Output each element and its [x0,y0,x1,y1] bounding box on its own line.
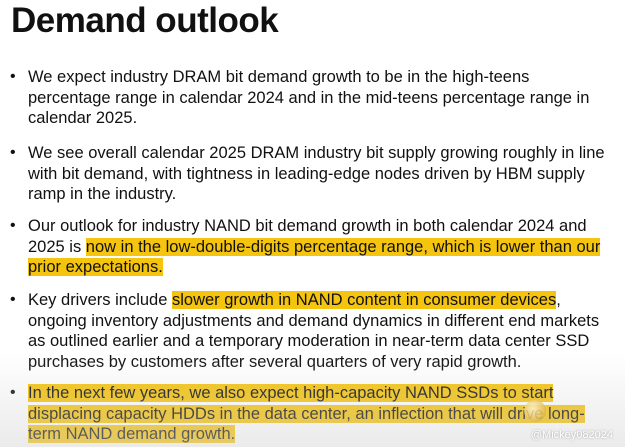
bullet-line: Key drivers include slower growth in NAN… [28,290,623,311]
highlighted-text: slower growth in NAND content in consume… [171,291,557,309]
bullet-item: • We see overall calendar 2025 DRAM indu… [10,143,623,205]
bullet-item: • Our outlook for industry NAND bit dema… [10,216,623,278]
bullet-dot: • [10,384,16,401]
bullet-line: term NAND demand growth. [28,424,623,445]
bullet-item: • We expect industry DRAM bit demand gro… [10,67,623,129]
bullet-text: We see overall calendar 2025 DRAM indust… [28,144,605,162]
bullet-line: In the next few years, we also expect hi… [28,383,623,404]
bullet-text: percentage range in calendar 2024 and in… [28,88,590,107]
bullet-text: Key drivers include [28,291,172,309]
highlighted-text: term NAND demand growth. [28,425,236,443]
bullet-line: 2025 is now in the low-double-digits per… [28,237,623,258]
watermark-text: @Mickey082024 [530,429,613,441]
watermark-logo-icon [524,400,546,422]
bullet-dot: • [10,68,16,85]
bullet-dot: • [10,217,16,234]
highlighted-text: now in the low-double-digits percentage … [85,237,601,256]
bullet-text: as outlined earlier and a temporary mode… [28,332,590,350]
highlighted-text: displacing capacity HDDs in the data cen… [28,404,585,423]
bullet-text: calendar 2025. [28,109,138,127]
bullet-text: 2025 is [28,237,86,256]
bullet-line: purchases by customers after several qua… [28,352,623,373]
highlighted-text: In the next few years, we also expect hi… [28,384,554,402]
bullet-dot: • [10,144,16,161]
bullet-text: We expect industry DRAM bit demand growt… [28,68,530,86]
bullet-line: calendar 2025. [28,108,623,129]
bullet-line: Our outlook for industry NAND bit demand… [28,216,623,237]
bullet-text: with bit demand, with tightness in leadi… [28,164,585,183]
bullet-line: as outlined earlier and a temporary mode… [28,331,623,352]
bullet-line: We expect industry DRAM bit demand growt… [28,67,623,88]
bullet-text: Our outlook for industry NAND bit demand… [28,217,587,235]
bullet-item: • Key drivers include slower growth in N… [10,290,623,373]
bullet-text: ongoing inventory adjustments and demand… [28,311,600,330]
bullet-line: We see overall calendar 2025 DRAM indust… [28,143,623,164]
highlighted-text: prior expectations. [28,258,163,276]
bullet-item: • In the next few years, we also expect … [10,383,623,445]
bullet-line: ongoing inventory adjustments and demand… [28,311,623,332]
bullet-text: , [556,291,561,309]
bullet-dot: • [10,291,16,308]
bullet-line: displacing capacity HDDs in the data cen… [28,404,623,425]
bullet-line: prior expectations. [28,257,623,278]
bullet-line: with bit demand, with tightness in leadi… [28,164,623,185]
bullet-text: purchases by customers after several qua… [28,352,522,371]
slide-title: Demand outlook [11,1,279,40]
bullet-text: ramp in the industry. [28,185,177,203]
bullet-line: ramp in the industry. [28,184,623,205]
bullet-line: percentage range in calendar 2024 and in… [28,88,623,109]
